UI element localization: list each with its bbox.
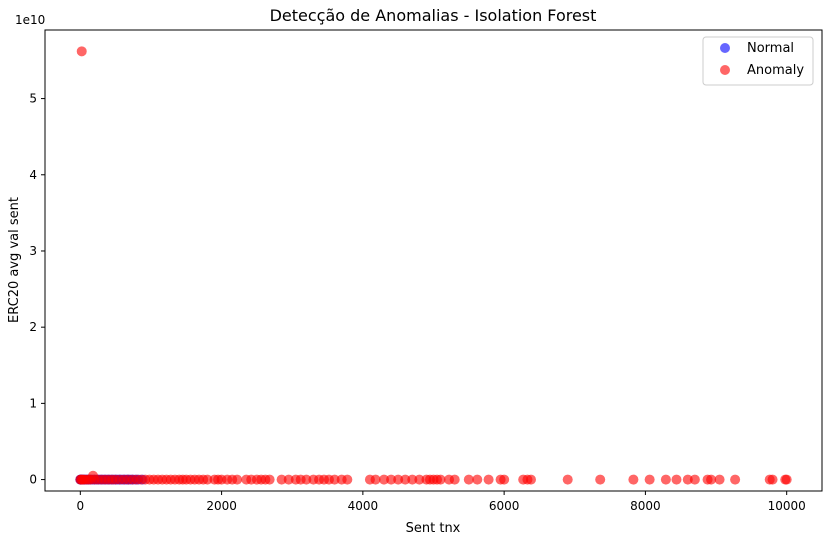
point-anomaly — [689, 474, 700, 485]
point-anomaly — [329, 474, 340, 485]
x-tick-label: 4000 — [348, 499, 379, 513]
x-axis: 0 2000 4000 6000 8000 10000 — [76, 491, 806, 513]
point-anomaly — [463, 474, 474, 485]
point-anomaly — [264, 474, 275, 485]
points-layer — [75, 46, 792, 485]
point-anomaly — [276, 474, 287, 485]
y-axis: 0 1 2 3 4 5 — [29, 92, 45, 487]
point-anomaly — [301, 474, 312, 485]
point-anomaly — [714, 474, 725, 485]
legend-label-anomaly: Anomaly — [747, 63, 804, 78]
point-anomaly — [232, 474, 243, 485]
x-tick-label: 0 — [76, 499, 84, 513]
point-anomaly — [706, 474, 717, 485]
legend-box — [702, 36, 814, 86]
point-anomaly — [671, 474, 682, 485]
y-tick-label: 4 — [29, 168, 37, 182]
point-anomaly — [342, 474, 353, 485]
point-anomaly — [76, 46, 87, 57]
legend-marker-normal — [720, 43, 730, 53]
x-tick-label: 8000 — [630, 499, 661, 513]
point-anomaly — [781, 474, 792, 485]
point-anomaly — [400, 474, 411, 485]
point-anomaly — [283, 474, 294, 485]
point-anomaly — [435, 474, 446, 485]
point-anomaly — [644, 474, 655, 485]
y-tick-label: 3 — [29, 244, 37, 258]
legend-label-normal: Normal — [747, 41, 794, 56]
point-anomaly — [730, 474, 741, 485]
point-anomaly — [499, 474, 510, 485]
plot-frame — [44, 29, 823, 492]
point-anomaly — [386, 474, 397, 485]
chart-title: Detecção de Anomalias - Isolation Forest — [270, 6, 597, 25]
point-anomaly — [449, 474, 460, 485]
point-anomaly — [595, 474, 606, 485]
point-anomaly — [682, 474, 693, 485]
x-tick-label: 6000 — [489, 499, 520, 513]
point-anomaly — [414, 474, 425, 485]
y-tick-label: 5 — [29, 92, 37, 106]
point-anomaly — [370, 474, 381, 485]
y-tick-label: 1 — [29, 396, 37, 410]
x-axis-label: Sent tnx — [406, 521, 461, 536]
point-anomaly — [202, 474, 213, 485]
point-anomaly — [562, 474, 573, 485]
point-anomaly — [393, 474, 404, 485]
point-anomaly — [407, 474, 418, 485]
x-tick-label: 10000 — [768, 499, 806, 513]
y-tick-label: 2 — [29, 320, 37, 334]
point-anomaly — [525, 474, 536, 485]
y-axis-label: ERC20 avg val sent — [7, 197, 22, 323]
y-tick-label: 0 — [29, 473, 37, 487]
point-anomaly — [660, 474, 671, 485]
point-anomaly — [628, 474, 639, 485]
point-anomaly — [483, 474, 494, 485]
legend: Normal Anomaly — [702, 36, 814, 86]
y-offset-text: 1e10 — [15, 13, 45, 27]
point-anomaly — [472, 474, 483, 485]
point-anomaly — [767, 474, 778, 485]
point-anomaly — [379, 474, 390, 485]
x-tick-label: 2000 — [206, 499, 237, 513]
legend-marker-anomaly — [720, 65, 730, 75]
